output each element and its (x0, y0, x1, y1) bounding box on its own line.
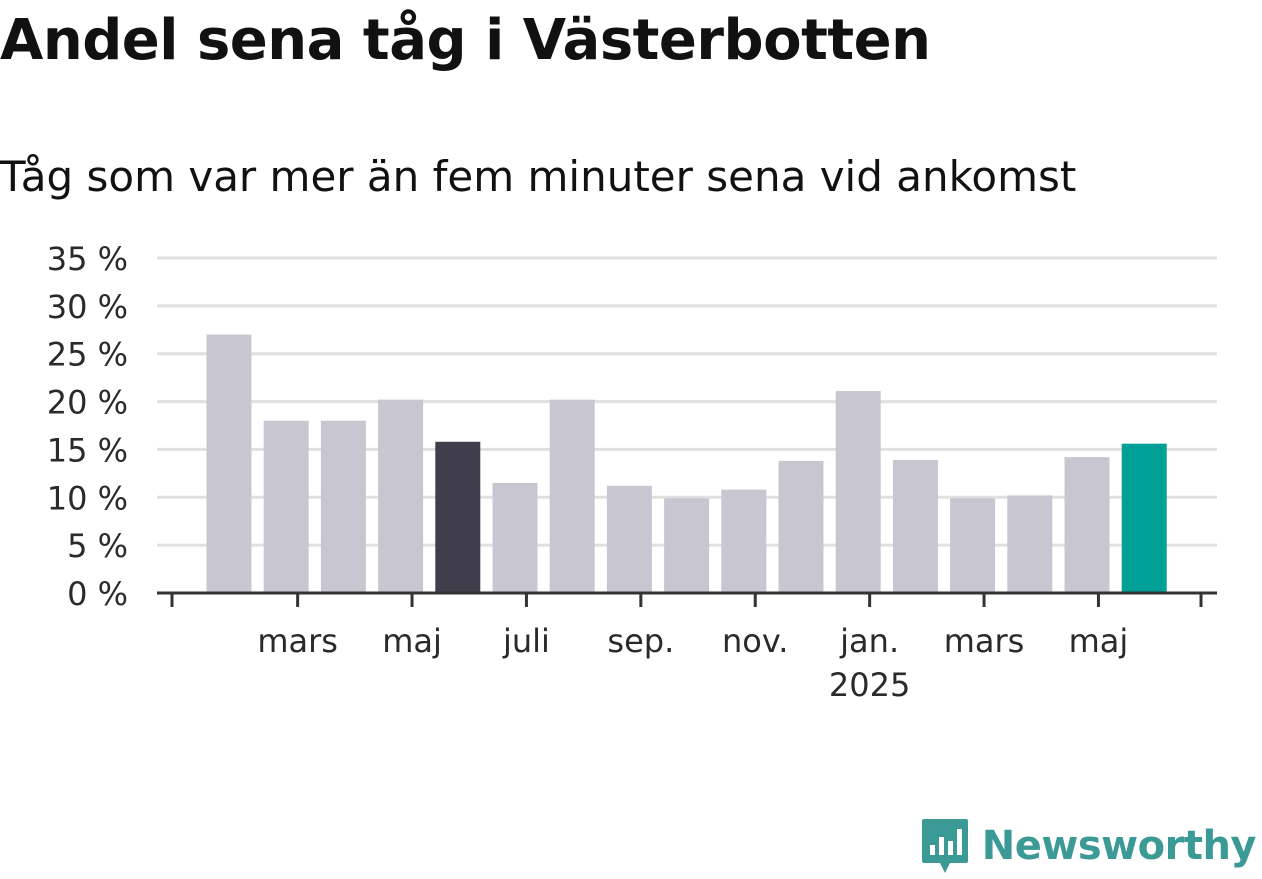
bar (664, 498, 710, 593)
bars (206, 334, 1167, 593)
y-tick-label: 10 % (47, 479, 128, 517)
y-tick-label: 0 % (67, 575, 128, 613)
x-tick-label: jan. (839, 622, 899, 660)
bar (320, 420, 366, 593)
chart-subtitle: Tåg som var mer än fem minuter sena vid … (0, 152, 1077, 201)
bar (378, 399, 424, 593)
bar (721, 489, 767, 593)
bar (435, 441, 481, 593)
x-tick-label: mars (257, 622, 338, 660)
bar (892, 459, 938, 593)
bar (835, 391, 881, 593)
x-axis-tick-labels: mars maj juli sep. nov. jan. 2025 mars maj (257, 622, 1128, 704)
y-tick-label: 20 % (47, 384, 128, 422)
x-tick-label: maj (1069, 622, 1129, 660)
x-tick-label: nov. (722, 622, 788, 660)
bar (549, 399, 595, 593)
bar (778, 460, 824, 593)
newsworthy-logo-icon (921, 819, 968, 873)
x-tick-label: mars (944, 622, 1025, 660)
y-tick-label: 35 % (47, 240, 128, 278)
bar (1121, 443, 1167, 593)
bar (1064, 457, 1110, 593)
x-axis (157, 591, 1217, 607)
bar (263, 420, 309, 593)
chart-title: Andel sena tåg i Västerbotten (0, 8, 931, 73)
x-tick-label: juli (502, 622, 550, 660)
y-tick-label: 25 % (47, 336, 128, 374)
brand-name: Newsworthy (981, 823, 1257, 869)
bar (606, 485, 652, 593)
y-tick-label: 30 % (47, 288, 128, 326)
bar (950, 498, 996, 593)
x-tick-label: sep. (607, 622, 674, 660)
y-tick-label: 15 % (47, 431, 128, 469)
newsworthy-brand: Newsworthy (920, 817, 1257, 875)
x-tick-label: maj (382, 622, 442, 660)
bar (492, 482, 538, 593)
y-tick-label: 5 % (67, 527, 128, 565)
x-tick-year-label: 2025 (829, 666, 910, 704)
bar (1007, 495, 1053, 593)
bar (206, 334, 252, 593)
y-axis-tick-labels: 0 % 5 % 10 % 15 % 20 % 25 % 30 % 35 % (47, 240, 128, 613)
